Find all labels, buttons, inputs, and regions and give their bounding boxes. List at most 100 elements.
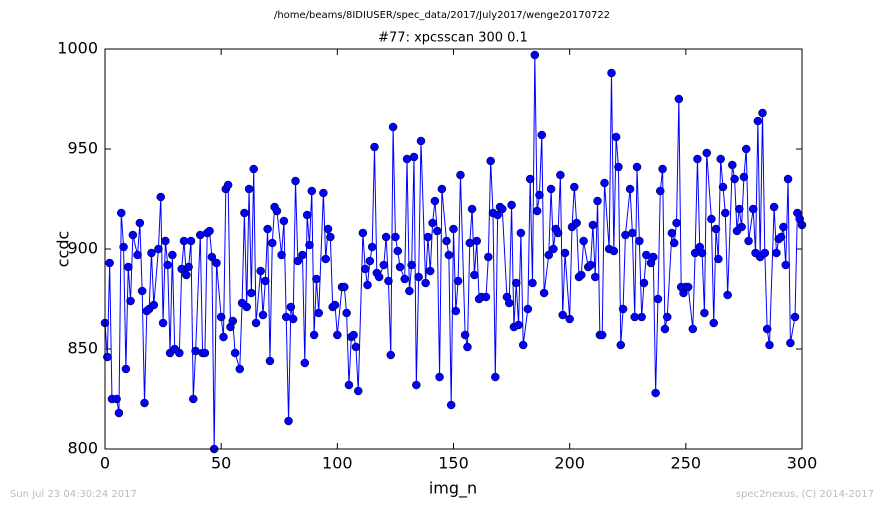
data-point xyxy=(421,278,430,288)
x-tick-label: 300 xyxy=(787,454,818,473)
data-point xyxy=(288,314,298,324)
data-point xyxy=(528,278,537,288)
data-point xyxy=(537,130,547,140)
data-point xyxy=(123,262,133,272)
data-point xyxy=(758,108,767,118)
data-point xyxy=(426,266,435,276)
data-point xyxy=(412,380,421,390)
data-point xyxy=(532,206,542,216)
data-point xyxy=(674,94,684,104)
data-point xyxy=(491,372,500,382)
data-point xyxy=(523,304,533,314)
data-point xyxy=(158,318,168,328)
data-point xyxy=(428,218,437,228)
data-point xyxy=(240,208,249,218)
data-point xyxy=(753,116,763,126)
data-point xyxy=(342,308,351,318)
chart-subtitle: #77: xpcsscan 300 0.1 xyxy=(378,31,528,46)
data-point xyxy=(247,288,256,298)
data-point xyxy=(586,260,595,270)
data-point xyxy=(244,184,254,194)
data-point xyxy=(776,232,786,242)
data-point xyxy=(163,260,172,270)
x-tick-label: 150 xyxy=(438,454,469,473)
data-point xyxy=(268,238,277,248)
data-point xyxy=(314,308,323,318)
data-point xyxy=(442,236,451,246)
data-point xyxy=(258,310,268,320)
data-point xyxy=(579,236,588,246)
data-point xyxy=(230,348,240,358)
data-point xyxy=(344,380,354,390)
data-point xyxy=(481,292,491,302)
data-point xyxy=(544,250,554,260)
data-point xyxy=(251,318,261,328)
data-point xyxy=(723,290,732,300)
data-point xyxy=(577,270,586,280)
data-point xyxy=(486,156,495,166)
data-point xyxy=(340,282,349,292)
y-tick-label: 850 xyxy=(67,339,98,358)
data-point xyxy=(370,142,379,152)
data-point xyxy=(597,330,607,340)
data-point xyxy=(135,218,145,228)
x-tick-label: 200 xyxy=(554,454,585,473)
data-point xyxy=(616,340,626,350)
data-point xyxy=(600,178,609,188)
data-point xyxy=(200,348,210,358)
data-point xyxy=(265,356,275,366)
data-point xyxy=(651,388,660,398)
data-point xyxy=(453,276,463,286)
data-point xyxy=(284,416,293,426)
data-point xyxy=(535,190,544,200)
data-point xyxy=(168,250,177,260)
data-point xyxy=(112,394,121,404)
data-point xyxy=(744,236,753,246)
data-point xyxy=(739,172,749,182)
x-tick-label: 50 xyxy=(211,454,231,473)
data-point xyxy=(405,286,414,296)
data-point xyxy=(423,232,433,242)
data-point xyxy=(384,276,393,286)
data-point xyxy=(395,262,405,272)
data-point xyxy=(300,358,310,368)
data-point xyxy=(484,252,493,262)
data-point xyxy=(472,236,481,246)
data-point xyxy=(570,182,579,192)
plot-frame xyxy=(104,48,803,450)
x-tick-label: 0 xyxy=(100,454,110,473)
data-point xyxy=(126,296,135,306)
data-point xyxy=(242,302,251,312)
data-point xyxy=(637,312,646,322)
data-point xyxy=(400,274,409,284)
data-point xyxy=(137,286,147,296)
data-point xyxy=(302,210,312,220)
data-point xyxy=(632,162,642,172)
data-point xyxy=(783,174,793,184)
data-point xyxy=(119,242,128,252)
data-point xyxy=(625,184,635,194)
data-point xyxy=(607,68,616,78)
data-point xyxy=(114,408,124,418)
data-point xyxy=(272,206,282,216)
y-tick-label: 1000 xyxy=(57,39,98,58)
data-point xyxy=(493,210,502,220)
data-point xyxy=(298,250,307,260)
data-point xyxy=(593,196,602,206)
data-point xyxy=(628,228,637,238)
data-point xyxy=(467,204,477,214)
data-point xyxy=(182,270,191,280)
data-point xyxy=(507,200,516,210)
data-point xyxy=(693,154,702,164)
data-point xyxy=(435,372,444,382)
data-point xyxy=(707,214,716,224)
data-point xyxy=(161,236,170,246)
data-point xyxy=(133,250,142,260)
data-point xyxy=(379,260,389,270)
data-point xyxy=(451,306,461,316)
data-point xyxy=(349,330,358,340)
data-point xyxy=(156,192,166,202)
data-point xyxy=(407,260,416,270)
data-point xyxy=(590,272,600,282)
data-point xyxy=(446,400,456,410)
